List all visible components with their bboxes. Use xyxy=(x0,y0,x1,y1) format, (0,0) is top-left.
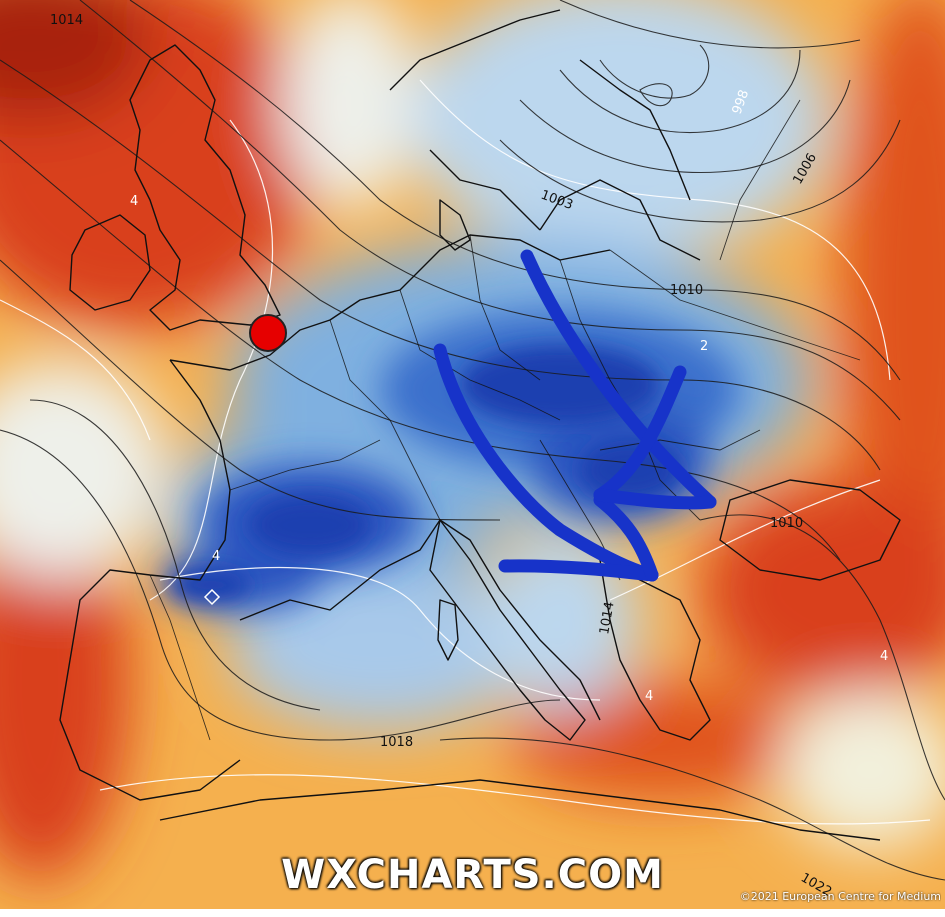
watermark: WXCHARTS.COM xyxy=(281,852,664,898)
temp-label: 4 xyxy=(645,689,653,704)
temperature-labels: 4 2 4 4 4 xyxy=(130,194,888,704)
arrow-head-left xyxy=(593,493,659,582)
temperature-field xyxy=(0,0,945,880)
isobar-label: 1018 xyxy=(380,735,413,750)
isobar-label: 1014 xyxy=(597,600,618,635)
arrow-head-upper xyxy=(593,488,717,510)
bottom-border xyxy=(0,909,945,917)
arrow-line-upper xyxy=(520,249,717,509)
temp-label: 4 xyxy=(212,549,220,564)
min-marker-icon xyxy=(203,588,221,606)
arrow-line-right xyxy=(593,365,687,502)
coastlines xyxy=(59,9,901,841)
isobar-label: 1010 xyxy=(770,516,803,531)
isobar-label: 1010 xyxy=(670,283,703,298)
copyright-text: ©2021 European Centre for Medium xyxy=(739,890,941,903)
location-marker-icon xyxy=(249,314,287,352)
arrow-head-bottom xyxy=(498,559,659,582)
temp-label: 2 xyxy=(700,339,708,354)
temperature-contours xyxy=(0,79,931,825)
arrow-annotations xyxy=(433,249,717,582)
isobar-label: 1014 xyxy=(50,13,83,28)
temp-label: 4 xyxy=(880,649,888,664)
temp-label: 4 xyxy=(130,194,138,209)
